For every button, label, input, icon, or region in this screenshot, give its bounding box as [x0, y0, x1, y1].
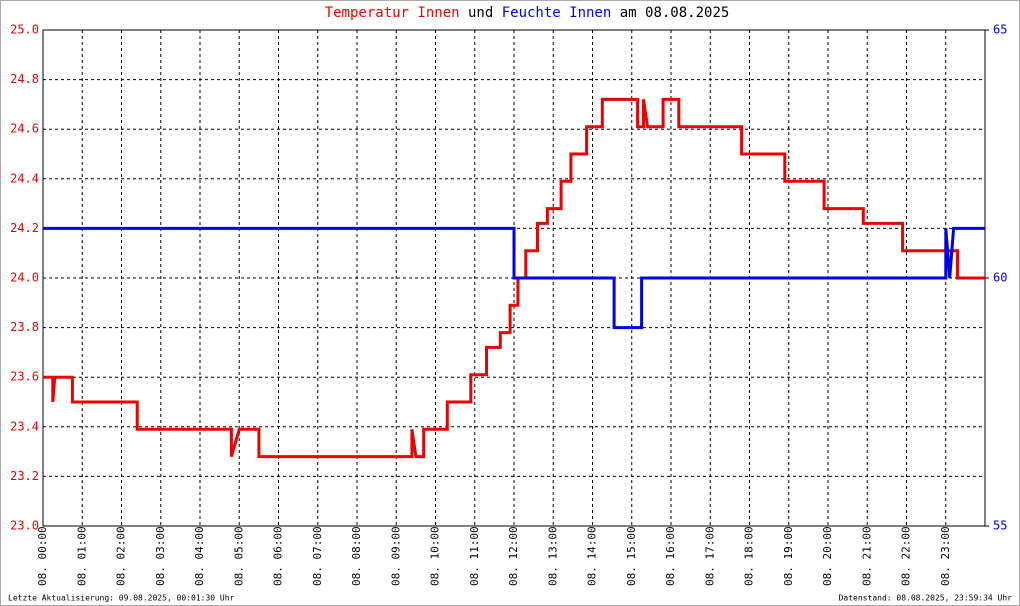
series-line [43, 226, 985, 330]
x-tick-label: 08. 03:00 [154, 526, 167, 586]
title-part: und [468, 5, 493, 21]
x-tick-label: 08. 23:00 [939, 526, 952, 586]
x-tick-label: 08. 12:00 [507, 526, 520, 586]
title-part: am 08.08.2025 [620, 5, 730, 21]
y-tick-label: 24.0 [10, 271, 39, 285]
x-tick-label: 08. 08:00 [350, 526, 363, 586]
footer-right: Datenstand: 08.08.2025, 23:59:34 Uhr [839, 594, 1013, 603]
y-tick-label: 24.6 [10, 122, 39, 136]
series-line [43, 97, 985, 459]
x-tick-label: 08. 07:00 [311, 526, 324, 586]
footer-left: Letzte Aktualisierung: 09.08.2025, 00:01… [8, 594, 235, 603]
y-tick-label: 24.8 [10, 72, 39, 86]
x-tick-label: 08. 13:00 [546, 526, 559, 586]
y-tick-label: 23.0 [10, 519, 39, 533]
x-tick-label: 08. 10:00 [429, 526, 442, 586]
y-tick-label: 23.8 [10, 320, 39, 334]
y2-tick-label: 65 [993, 23, 1007, 37]
y-tick-label: 25.0 [10, 23, 39, 37]
x-tick-label: 08. 00:00 [36, 526, 49, 586]
y-tick-label: 24.4 [10, 171, 39, 185]
y-tick-label: 23.4 [10, 419, 39, 433]
x-tick-label: 08. 16:00 [664, 526, 677, 586]
y2-tick-label: 55 [993, 519, 1007, 533]
x-tick-label: 08. 18:00 [743, 526, 756, 586]
x-tick-label: 08. 09:00 [389, 526, 402, 586]
x-tick-label: 08. 19:00 [782, 526, 795, 586]
x-tick-label: 08. 21:00 [860, 526, 873, 586]
x-tick-label: 08. 04:00 [193, 526, 206, 586]
title-part: Temperatur Innen [325, 5, 460, 21]
y-tick-label: 23.2 [10, 469, 39, 483]
chart-title: Temperatur Innen und Feuchte Innen am 08… [325, 5, 730, 21]
y-tick-label: 23.6 [10, 370, 39, 384]
title-part: Feuchte Innen [502, 5, 612, 21]
x-tick-label: 08. 01:00 [75, 526, 88, 586]
x-tick-label: 08. 17:00 [703, 526, 716, 586]
x-tick-label: 08. 06:00 [272, 526, 285, 586]
x-tick-label: 08. 11:00 [468, 526, 481, 586]
x-tick-label: 08. 15:00 [625, 526, 638, 586]
y2-tick-label: 60 [993, 271, 1007, 285]
x-tick-label: 08. 05:00 [232, 526, 245, 586]
x-tick-label: 08. 20:00 [821, 526, 834, 586]
x-tick-label: 08. 14:00 [586, 526, 599, 586]
y-tick-label: 24.2 [10, 221, 39, 235]
x-tick-label: 08. 22:00 [900, 526, 913, 586]
x-tick-label: 08. 02:00 [115, 526, 128, 586]
